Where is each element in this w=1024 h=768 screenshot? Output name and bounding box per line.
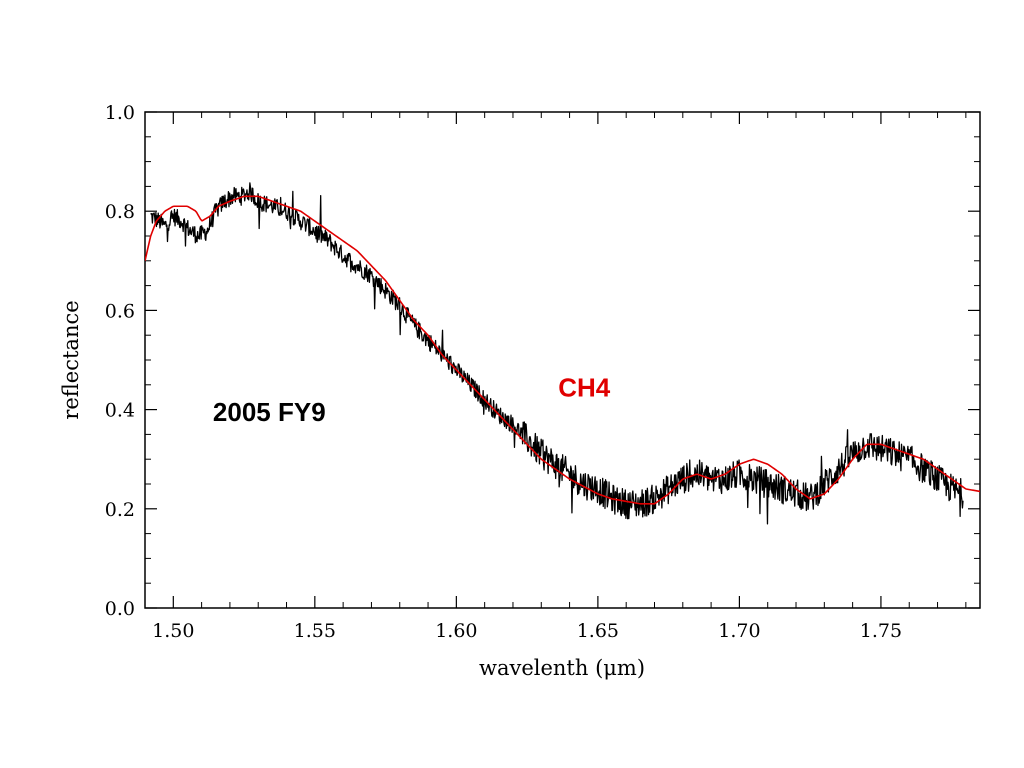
y-axis-label: reflectance bbox=[59, 300, 83, 419]
series-group bbox=[145, 182, 980, 525]
x-axis-label: wavelenth (μm) bbox=[479, 656, 645, 680]
y-tick-label: 1.0 bbox=[105, 102, 135, 124]
y-tick-label: 0.6 bbox=[105, 300, 135, 322]
plot-frame bbox=[144, 111, 981, 609]
axis-tick-labels: 1.50 1.55 1.60 1.65 1.70 1.75 0.0 0.2 0.4 0.6 0.8 1… bbox=[105, 102, 902, 642]
y-tick-label: 0.0 bbox=[105, 598, 135, 620]
annotation-object-name: 2005 FY9 bbox=[213, 397, 326, 427]
x-tick-label: 1.60 bbox=[435, 620, 477, 642]
x-tick-label: 1.50 bbox=[152, 620, 194, 642]
annotation-ch4: CH4 bbox=[558, 372, 611, 402]
y-tick-label: 0.2 bbox=[105, 499, 135, 521]
x-tick-label: 1.75 bbox=[860, 620, 902, 642]
axis-ticks bbox=[144, 111, 980, 609]
observed-spectrum-line bbox=[150, 182, 964, 525]
y-tick-label: 0.4 bbox=[105, 400, 135, 422]
y-tick-label: 0.8 bbox=[105, 201, 135, 223]
x-tick-label: 1.70 bbox=[718, 620, 760, 642]
annotations: 2005 FY9 CH4 bbox=[213, 372, 611, 427]
x-tick-label: 1.65 bbox=[577, 620, 619, 642]
x-tick-label: 1.55 bbox=[294, 620, 336, 642]
model-spectrum-line bbox=[145, 195, 980, 505]
